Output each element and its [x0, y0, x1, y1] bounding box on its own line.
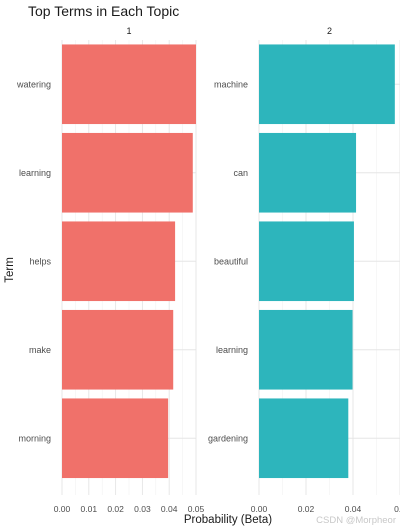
x-tick-label: 0.05 [188, 504, 205, 514]
term-label: machine [214, 79, 248, 89]
x-tick-label: 0.02 [298, 504, 315, 514]
chart-title: Top Terms in Each Topic [28, 3, 179, 19]
bar-morning [62, 398, 169, 479]
term-label: learning [216, 345, 248, 355]
term-label: learning [19, 168, 51, 178]
term-label: watering [16, 79, 51, 89]
bar-make [62, 309, 174, 390]
term-label: make [29, 345, 51, 355]
bar-learning [259, 309, 353, 390]
y-axis-title: Term [4, 257, 16, 283]
bar-learning [62, 132, 193, 213]
x-tick-label: 0.02 [107, 504, 124, 514]
x-tick-label: 0.00 [251, 504, 268, 514]
x-tick-label: 0.04 [345, 504, 362, 514]
bar-gardening [259, 398, 349, 479]
facet-strip-label: 2 [327, 26, 332, 36]
bar-watering [62, 44, 196, 125]
bar-machine [259, 44, 395, 125]
facet-panel-1: 1 watering learning helps make morning 0.00 0.0… [16, 26, 205, 514]
facet-panels: 1 watering learning helps make morning 0.00 0.0… [16, 26, 400, 514]
x-tick-label: 0.03 [134, 504, 151, 514]
watermark-text: CSDN @Morpheor [316, 515, 396, 526]
term-label: can [233, 168, 248, 178]
x-tick-label: 0.00 [54, 504, 71, 514]
bar-beautiful [259, 221, 354, 302]
bar-can [259, 132, 357, 213]
term-label: gardening [208, 433, 248, 443]
x-axis-title: Probability (Beta) [184, 514, 272, 526]
term-label: beautiful [214, 256, 248, 266]
bar-helps [62, 221, 176, 302]
x-tick-label: 0.01 [81, 504, 98, 514]
facet-panel-2: 2 machine can beautiful learning gardening 0.0… [208, 26, 400, 514]
term-label: helps [29, 256, 51, 266]
term-label: morning [18, 433, 51, 443]
facet-strip-label: 1 [126, 26, 131, 36]
x-tick-label: 0.0 [394, 504, 400, 514]
x-tick-label: 0.04 [161, 504, 178, 514]
